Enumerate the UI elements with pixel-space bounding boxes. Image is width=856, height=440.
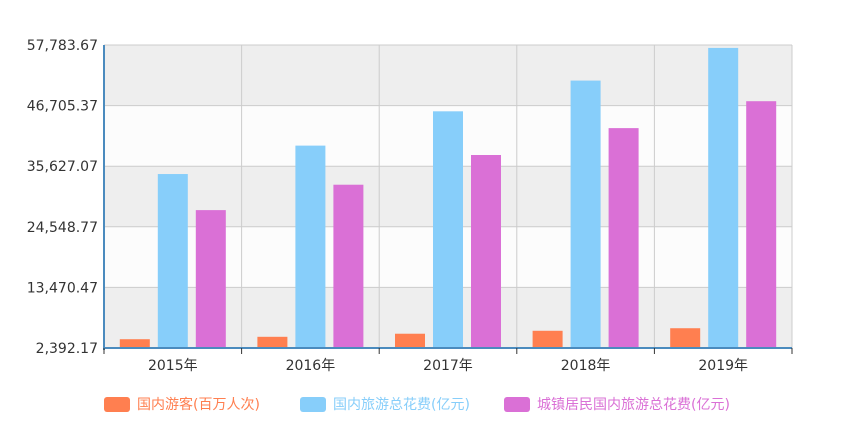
x-tick-label: 2017年 [423, 358, 473, 374]
y-tick-label: 57,783.67 [27, 38, 98, 54]
bar [608, 128, 639, 348]
x-tick-label: 2015年 [148, 358, 198, 374]
legend-swatch-visitors [104, 396, 130, 412]
legend-label-visitors: 国内游客(百万人次) [137, 397, 260, 413]
bar [570, 80, 601, 349]
legend-item-urban-spending[interactable]: 城镇居民国内旅游总花费(亿元) [504, 392, 730, 416]
bar [708, 47, 739, 348]
x-tick-label: 2016年 [286, 358, 336, 374]
y-axis-tick-labels: 2,392.17 13,470.47 24,548.77 35,627.07 46,70… [27, 38, 98, 357]
legend-label-total-spending: 国内旅游总花费(亿元) [333, 397, 470, 413]
x-tick-label: 2018年 [561, 358, 611, 374]
legend-item-total-spending[interactable]: 国内旅游总花费(亿元) [300, 392, 470, 416]
y-tick-label: 13,470.47 [27, 280, 98, 296]
y-tick-label: 46,705.37 [27, 99, 98, 115]
x-tick-label: 2019年 [698, 358, 748, 374]
bars [119, 47, 777, 349]
bar [670, 328, 701, 348]
bar [295, 145, 326, 348]
axes [103, 45, 793, 354]
bar [532, 330, 563, 348]
plot-band [104, 45, 792, 106]
y-tick-label: 24,548.77 [27, 220, 98, 236]
bar [433, 111, 463, 348]
bar [157, 174, 188, 348]
legend: 国内游客(百万人次) 国内旅游总花费(亿元) 城镇居民国内旅游总花费(亿元) [0, 392, 856, 416]
y-tick-label: 2,392.17 [36, 341, 98, 357]
legend-swatch-urban-spending [504, 396, 530, 412]
legend-swatch-total-spending [300, 396, 326, 412]
legend-item-visitors[interactable]: 国内游客(百万人次) [104, 392, 260, 416]
bar [257, 336, 288, 348]
legend-label-urban-spending: 城镇居民国内旅游总花费(亿元) [537, 397, 730, 413]
x-axis-tick-labels: 2015年 2016年 2017年 2018年 2019年 [148, 358, 748, 374]
bar [746, 101, 777, 349]
bar [395, 333, 425, 348]
bar [195, 210, 226, 348]
bar [471, 155, 501, 348]
y-tick-label: 35,627.07 [27, 159, 98, 175]
bar [333, 184, 364, 348]
bar [119, 339, 150, 348]
